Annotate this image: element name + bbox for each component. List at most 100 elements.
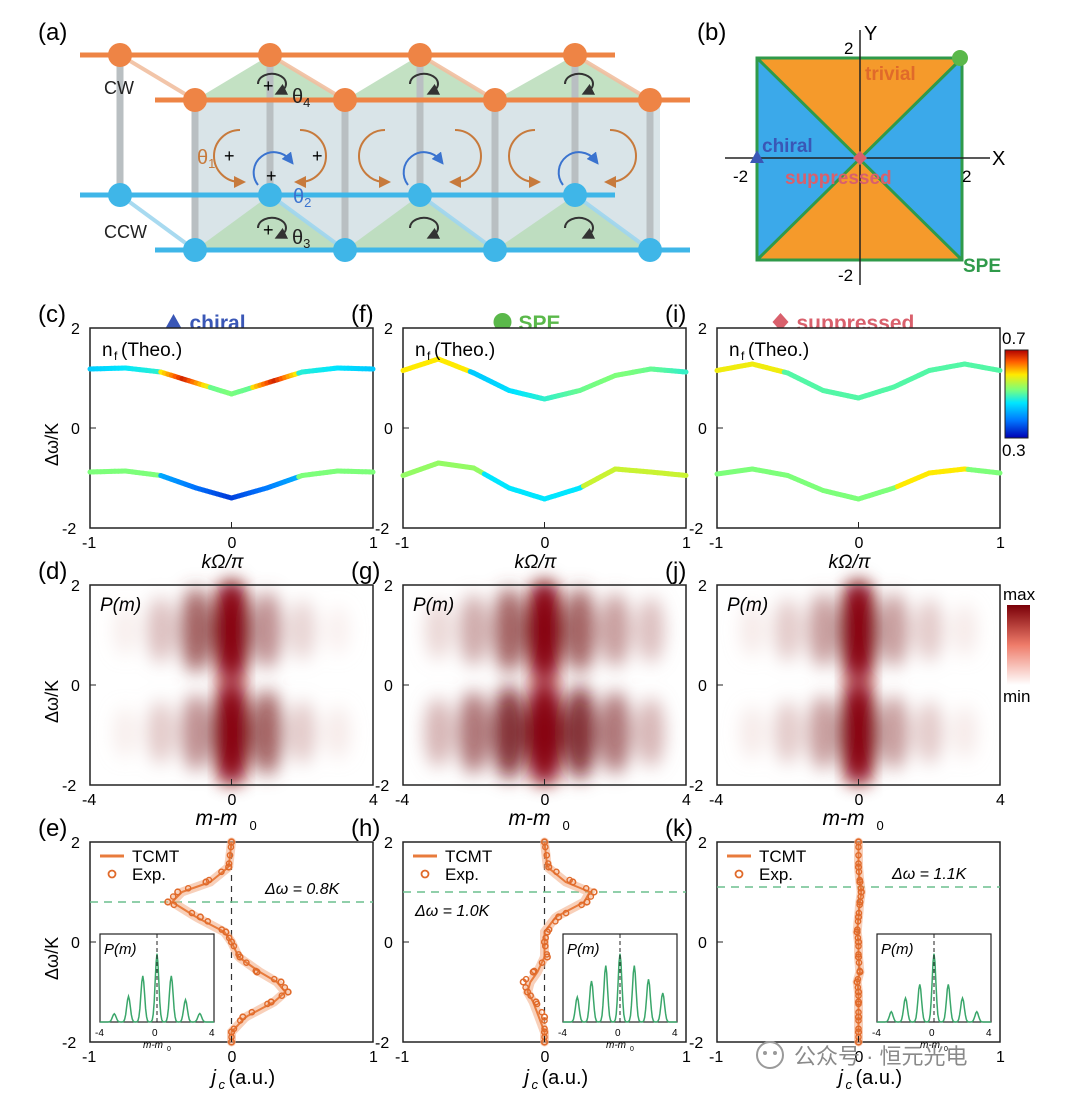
exp-point: [854, 988, 863, 996]
y-tick-label: -2: [375, 1035, 389, 1052]
exp-point: [243, 959, 250, 966]
exp-point: [555, 913, 563, 921]
x-axis-title: kΩ/π: [202, 552, 245, 573]
exp-point: [164, 898, 172, 906]
plus-sign: +: [263, 76, 274, 96]
panel-letter: (d): [38, 558, 67, 585]
exp-point: [857, 893, 864, 900]
heatmap-blob-upper: [252, 591, 282, 669]
heatmap-blob-upper: [637, 596, 665, 664]
x-axis-title: j: [522, 1067, 530, 1089]
y-tick-label: -2: [689, 1035, 703, 1052]
x-tick-label: 0: [541, 535, 550, 552]
heatmap-blob-upper: [113, 604, 138, 656]
exp-point: [545, 863, 553, 871]
region-blue-left: [757, 58, 860, 260]
heatmap-blob-lower: [636, 697, 665, 768]
x-tick-label: -1: [395, 1049, 409, 1066]
heatmap-blob-upper: [326, 605, 350, 655]
inset-curve: [100, 953, 214, 1023]
heatmap-blob-upper: [180, 587, 212, 673]
x-axis-title-sub: 0: [250, 818, 257, 833]
wechat-icon-dot: [773, 1051, 777, 1055]
inset-plot: P(m)-4 0 4m-m 0: [872, 933, 992, 1053]
heatmap-center-column: [846, 587, 871, 783]
band-line-lower: [400, 460, 689, 502]
heatmap-center-column: [219, 587, 244, 783]
exp-point: [236, 1017, 244, 1024]
heatmap-blob-lower: [774, 700, 801, 765]
inset-plot: P(m)-4 0 4m-m 0: [95, 933, 215, 1053]
heatmap-blob-upper: [952, 603, 977, 657]
x-tick-label: 0: [228, 1049, 237, 1066]
band-label-sub: f: [741, 349, 745, 363]
plus-sign: +: [266, 166, 277, 186]
heatmap-blob-lower: [492, 685, 526, 780]
y-axis-title: Δω/K: [42, 423, 62, 466]
header-triangle-marker: [164, 314, 183, 330]
heatmap-blob-upper: [774, 598, 801, 662]
exp-point: [225, 934, 233, 942]
legend-tcmt: TCMT: [132, 847, 179, 866]
ccw-spheres: [108, 183, 662, 262]
x-tick-label: 4: [996, 792, 1005, 809]
band-label: n: [102, 340, 113, 361]
exp-point: [252, 967, 260, 975]
y-tick-label: 0: [384, 678, 393, 695]
exp-point: [855, 851, 862, 859]
y-tick-label: 0: [71, 935, 80, 952]
y-tick-label: 2: [698, 835, 707, 852]
panel-letter: (c): [38, 301, 66, 328]
x-tick-label: 4: [682, 792, 691, 809]
inset-curve: [877, 953, 991, 1023]
heatmap-blob-lower: [879, 695, 909, 770]
heatmap-blob-lower: [600, 690, 631, 775]
panel-letter: (k): [665, 815, 693, 842]
colorbar-red-min: min: [1003, 687, 1030, 706]
x-axis-title-rest: (a.u.): [229, 1067, 276, 1089]
band-label-rest: (Theo.): [748, 340, 809, 361]
x-tick-label: -1: [82, 535, 96, 552]
panel-letter: (h): [351, 815, 380, 842]
plus-sign: +: [224, 146, 235, 166]
y-tick-label: 2: [698, 578, 707, 595]
x-axis-title-rest: (a.u.): [542, 1067, 589, 1089]
y-tick-label: -2: [62, 778, 76, 795]
x-axis-title: j: [836, 1067, 844, 1089]
heatmap-blob-lower: [147, 700, 174, 765]
exp-point: [543, 951, 551, 958]
heatmap-blob-lower: [808, 695, 838, 770]
y-tick-label: 0: [698, 421, 707, 438]
heatmap-blob-upper: [808, 592, 838, 668]
heatmap-blob-lower: [952, 706, 977, 759]
x-tick-label: -1: [709, 1049, 723, 1066]
heatmap-blob-upper: [459, 594, 488, 666]
orange-loops: [213, 129, 637, 188]
exp-point: [281, 984, 289, 991]
top-loops: [256, 72, 596, 239]
inset-label: P(m): [104, 941, 137, 958]
heatmap-label: P(m): [100, 595, 141, 616]
y-tick-label: 0: [384, 935, 393, 952]
x-tick-label: 0: [855, 1049, 864, 1066]
colorbar-jet-scale: [1004, 349, 1029, 439]
exp-point: [235, 951, 242, 958]
x-tick-label: -1: [395, 535, 409, 552]
region-blue-right: [860, 58, 962, 260]
x-tick-label: -1: [82, 1049, 96, 1066]
exp-point: [204, 918, 212, 925]
exp-point: [857, 885, 865, 892]
band-line-lower: [87, 468, 376, 501]
exp-point: [545, 926, 553, 933]
x-tick-label: -4: [395, 792, 409, 809]
x-tick-label: -4: [709, 792, 723, 809]
x-tick-label: 0: [228, 792, 237, 809]
wechat-icon-dot: [763, 1051, 767, 1055]
header-diamond-marker: [772, 313, 789, 331]
exp-point: [583, 898, 591, 906]
